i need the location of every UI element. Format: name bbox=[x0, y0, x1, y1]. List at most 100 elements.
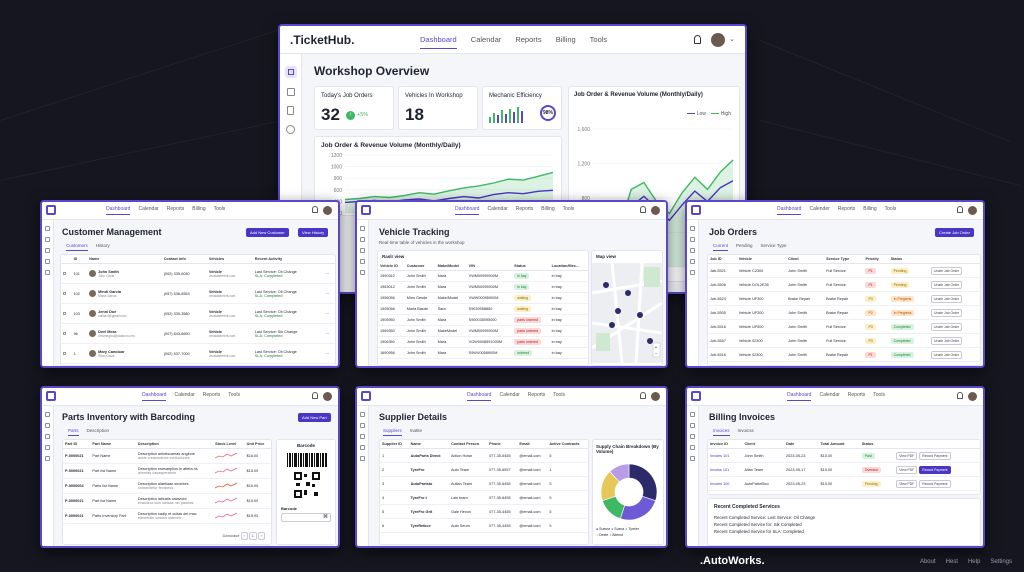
part-row[interactable]: P-0000021 Part list Name Description latic… bbox=[63, 493, 271, 509]
col-header[interactable]: Service Type bbox=[824, 255, 864, 264]
nav-tools[interactable]: Tools bbox=[873, 392, 885, 398]
avatar[interactable] bbox=[651, 392, 660, 401]
col-header[interactable]: Name bbox=[408, 440, 449, 449]
nav-dashboard[interactable]: Dashboard bbox=[787, 392, 812, 401]
part-row[interactable]: P-0000004 Parts list Name Description alae… bbox=[63, 478, 271, 494]
grid-icon[interactable] bbox=[690, 412, 695, 417]
gear-icon[interactable] bbox=[360, 456, 365, 461]
app-logo[interactable]: .TicketHub. bbox=[290, 33, 355, 47]
calendar-icon[interactable] bbox=[360, 423, 365, 428]
col-header[interactable]: Vehicle ID bbox=[378, 262, 405, 271]
col-header[interactable]: Invoice ID bbox=[708, 440, 743, 449]
grid-icon[interactable] bbox=[45, 226, 50, 231]
bell-icon[interactable] bbox=[640, 392, 646, 399]
job-row[interactable]: Job-5557 Vehicle 02300 John Smith Full Serv… bbox=[708, 333, 980, 348]
invoice-row[interactable]: Invoies 101 John Smith 2023-05-23 $15.00 Pai… bbox=[708, 448, 980, 463]
col-header[interactable]: Total Amount bbox=[818, 440, 860, 449]
vehicle-row[interactable]: 1905950 John Smith Mara S900035095000 parts … bbox=[378, 314, 588, 326]
logo-icon[interactable] bbox=[691, 391, 701, 401]
customer-row[interactable]: 102 Mindi Garcia Maria Garcia (057) 536-655… bbox=[61, 283, 335, 304]
tab-description[interactable]: Description bbox=[86, 428, 110, 433]
document-icon[interactable] bbox=[690, 434, 695, 439]
nav-calendar[interactable]: Calendar bbox=[174, 392, 195, 398]
nav-tools[interactable]: Tools bbox=[228, 392, 240, 398]
gear-icon[interactable] bbox=[45, 456, 50, 461]
prev-page-button[interactable]: ‹ bbox=[240, 532, 248, 540]
supplier-row[interactable]: 2 TyreFro Auto Team 077-35-6557 @email.com 1 bbox=[380, 462, 588, 477]
customer-row[interactable]: 96 Deel Mora cmsmeglou@ciasion.com (007) 64… bbox=[61, 323, 335, 344]
invoice-icon[interactable] bbox=[690, 445, 695, 450]
barcode-input[interactable]: ⌘ bbox=[281, 513, 331, 522]
calendar-icon[interactable] bbox=[45, 237, 50, 242]
col-header[interactable]: Date bbox=[784, 440, 819, 449]
add-part-button[interactable]: Add New Part bbox=[298, 413, 331, 422]
col-header[interactable]: Contact Info bbox=[161, 255, 207, 264]
row-checkbox[interactable] bbox=[63, 311, 66, 315]
supplier-row[interactable]: 3 AutoPartsto Autlan Team 077-35-6455 @email… bbox=[380, 476, 588, 491]
col-header[interactable]: Recent Activity bbox=[252, 255, 324, 264]
gear-icon[interactable] bbox=[690, 270, 695, 275]
calendar-icon[interactable] bbox=[45, 423, 50, 428]
update-job-button[interactable]: Unate Job Order bbox=[931, 308, 963, 317]
nav-calendar[interactable]: Calendar bbox=[470, 35, 502, 44]
nav-dashboard[interactable]: Dashboard bbox=[467, 392, 492, 401]
col-header[interactable]: Name bbox=[87, 255, 162, 264]
nav-dashboard[interactable]: Dashboard bbox=[142, 392, 167, 401]
tab-invoices[interactable]: Invoices bbox=[713, 428, 730, 436]
gear-icon[interactable] bbox=[690, 456, 695, 461]
document-icon[interactable] bbox=[360, 248, 365, 253]
job-row[interactable]: Job-5516 Vehicle UF500 John Smith Full Serv… bbox=[708, 319, 980, 334]
col-header[interactable]: Job ID bbox=[708, 255, 737, 264]
document-icon[interactable] bbox=[360, 434, 365, 439]
nav-tools[interactable]: Tools bbox=[562, 206, 575, 212]
vehicle-row[interactable]: 1906350 John Smith Mara VGW0008591000M parts… bbox=[378, 336, 588, 348]
tab-current[interactable]: Current bbox=[713, 243, 729, 251]
document-icon[interactable] bbox=[287, 106, 294, 115]
update-job-button[interactable]: Unate Jab Order bbox=[931, 350, 963, 359]
more-options-icon[interactable]: ⋯ bbox=[325, 332, 329, 336]
job-row[interactable]: Job-5506 Vehicle DOL2E35 John Smith Full Se… bbox=[708, 277, 980, 292]
col-header[interactable]: Supplier ID bbox=[380, 440, 409, 449]
gear-icon[interactable] bbox=[286, 125, 295, 134]
vehicle-row[interactable]: 1969350 John Smith MakeModel VWM00095900M pa… bbox=[378, 325, 588, 337]
more-options-icon[interactable]: ⋯ bbox=[325, 312, 329, 316]
truck-icon[interactable] bbox=[360, 445, 365, 450]
vehicle-row[interactable]: 1956056 Minn Gesde Make/Model VWW00095900M w… bbox=[378, 292, 588, 304]
nav-billing[interactable]: Billing bbox=[192, 206, 206, 212]
row-checkbox[interactable] bbox=[63, 351, 66, 355]
nav-tools[interactable]: Tools bbox=[213, 206, 226, 212]
nav-dashboard[interactable]: Dashboard bbox=[420, 35, 457, 49]
grid-icon[interactable] bbox=[45, 412, 50, 417]
view-pdf-button[interactable]: View PDF bbox=[896, 451, 918, 460]
update-job-button[interactable]: Unate Jab Order bbox=[931, 294, 963, 303]
col-header[interactable]: Vehicles bbox=[206, 255, 253, 264]
nav-calendar[interactable]: Calendar bbox=[138, 206, 159, 212]
nav-calendar[interactable]: Calendar bbox=[819, 392, 840, 398]
col-header[interactable]: Location/Mec... bbox=[549, 262, 588, 271]
customer-row[interactable]: 103 Jenni Doe callsexi@gmail.com (052) 335-… bbox=[61, 303, 335, 324]
supplier-row[interactable]: 6 TyreRetkce Auto Seum 077-35-4455 @email.co… bbox=[380, 518, 588, 533]
customer-row[interactable]: 101 John Smith John Cirole (002) 335-6030 Ve… bbox=[61, 263, 335, 284]
bell-icon[interactable] bbox=[957, 392, 963, 399]
nav-dashboard[interactable]: Dashboard bbox=[777, 206, 802, 215]
logo-icon[interactable] bbox=[361, 391, 371, 401]
footer-logo[interactable]: .AutoWorks. bbox=[700, 555, 765, 567]
record-payment-button[interactable]: Record Payment bbox=[919, 479, 951, 488]
nav-billing[interactable]: Billing bbox=[555, 35, 576, 44]
job-row[interactable]: Jab-5521 Vehicle C2300 John Smith Full Serv… bbox=[708, 263, 980, 278]
logo-icon[interactable] bbox=[691, 205, 701, 215]
bell-icon[interactable] bbox=[957, 206, 963, 213]
job-row[interactable]: Job-5505 Vehicle UF300 John Smith Brake Rep… bbox=[708, 305, 980, 320]
bell-icon[interactable] bbox=[312, 392, 318, 399]
invoice-row[interactable]: Invoiss 101 Allan Team 2023-05-17 $15.00 Ove… bbox=[708, 462, 980, 477]
invoice-row[interactable]: Invoies 100 AutoParteBico 2023-05-23 $15.00… bbox=[708, 476, 980, 491]
chevron-down-icon[interactable]: ⌄ bbox=[729, 36, 735, 43]
map-svg[interactable]: + − bbox=[592, 263, 662, 363]
col-header[interactable]: Vehicle bbox=[736, 255, 787, 264]
nav-reports[interactable]: Reports bbox=[202, 392, 221, 398]
view-pdf-button[interactable]: View PDF bbox=[896, 479, 918, 488]
row-checkbox[interactable] bbox=[63, 271, 66, 275]
next-page-button[interactable]: › bbox=[257, 532, 265, 540]
gear-icon[interactable] bbox=[360, 270, 365, 275]
grid-icon[interactable] bbox=[284, 66, 297, 78]
